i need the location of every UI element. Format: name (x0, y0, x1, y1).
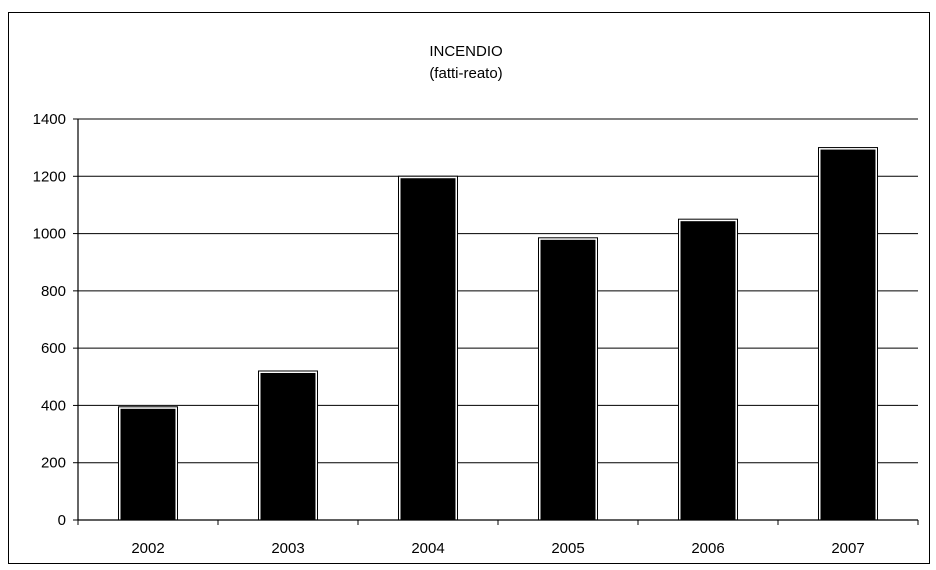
chart-frame (8, 12, 930, 564)
bar (540, 239, 596, 521)
bar (260, 372, 316, 520)
x-tick-label: 2003 (271, 540, 304, 557)
x-tick-label: 2005 (551, 540, 584, 557)
x-tick-label: 2002 (131, 540, 164, 557)
y-tick-label: 1400 (33, 111, 66, 128)
bars (118, 147, 878, 521)
bar (680, 221, 736, 521)
y-tick-labels: 0 200 400 600 800 1000 1200 1400 (33, 111, 66, 529)
y-tick-label: 800 (41, 283, 66, 300)
x-tick-labels: 2002 2003 2004 2005 2006 2007 (131, 540, 864, 557)
axes (73, 118, 919, 525)
x-tick-label: 2007 (831, 540, 864, 557)
bar (400, 178, 456, 521)
bar (820, 149, 876, 520)
chart-subtitle: (fatti-reato) (429, 65, 502, 82)
y-tick-label: 200 (41, 455, 66, 472)
gridlines (78, 118, 918, 464)
y-tick-label: 600 (41, 340, 66, 357)
bar (120, 408, 176, 520)
y-tick-label: 400 (41, 397, 66, 414)
y-tick-label: 0 (58, 512, 66, 529)
y-tick-label: 1000 (33, 226, 66, 243)
x-tick-label: 2006 (691, 540, 724, 557)
y-tick-label: 1200 (33, 168, 66, 185)
x-tick-label: 2004 (411, 540, 444, 557)
chart-title: INCENDIO (429, 43, 502, 60)
